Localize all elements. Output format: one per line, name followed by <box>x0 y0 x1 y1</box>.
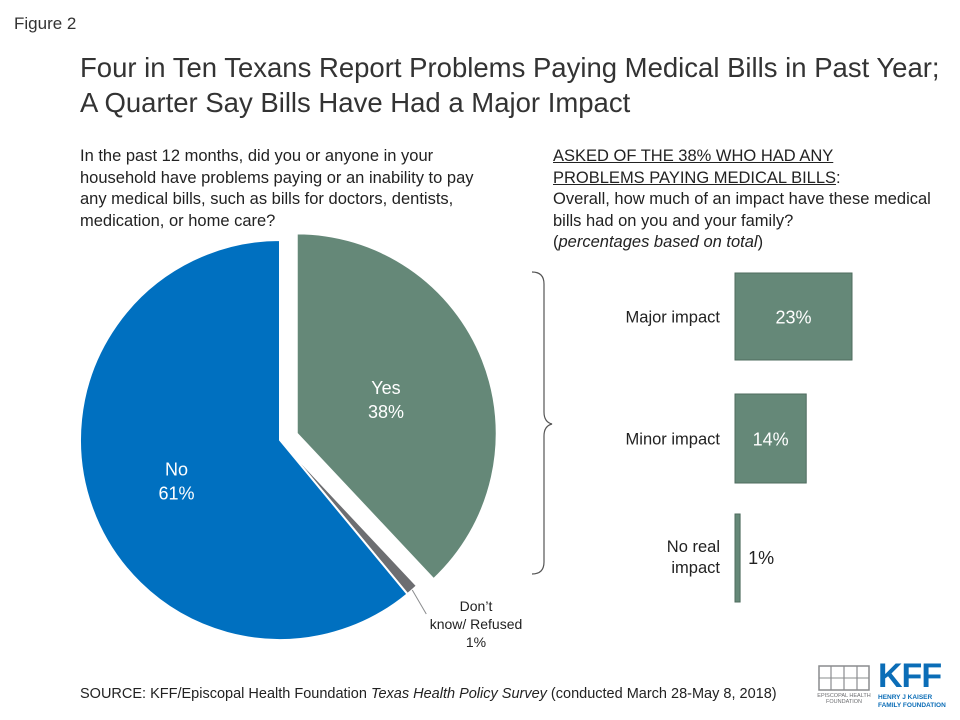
kff-logo-wordmark: KFF <box>878 657 942 695</box>
subgroup-heading-line1: ASKED OF THE 38% WHO HAD ANY <box>553 147 834 165</box>
pie-value-yes: 38% <box>368 402 404 422</box>
source-note: SOURCE: KFF/Episcopal Health Foundation … <box>80 686 777 702</box>
bar-question-text: ASKED OF THE 38% WHO HAD ANY PROBLEMS PA… <box>553 146 933 254</box>
bar-0 <box>734 272 853 361</box>
ehf-logo: EPISCOPAL HEALTH FOUNDATION <box>817 663 871 712</box>
kff-logo-sub-1: HENRY J KAISER <box>878 694 933 701</box>
figure-label: Figure 2 <box>14 14 77 33</box>
bar-value-label-1: 14% <box>753 430 789 450</box>
pie-value-dont-know: 1% <box>466 634 486 650</box>
pie-label-no: No <box>165 459 188 479</box>
source-survey-name: Texas Health Policy Survey <box>370 686 547 702</box>
impact-question-body: Overall, how much of an impact have thes… <box>553 190 931 230</box>
percentages-note: percentages based on total <box>558 233 758 251</box>
kff-logo-sub-2: FAMILY FOUNDATION <box>878 701 946 709</box>
subgroup-bracket <box>531 271 553 575</box>
pie-value-no: 61% <box>158 483 194 503</box>
note-open: ( <box>553 233 559 251</box>
pie-label-dont-know-line1: Don’t <box>460 598 493 614</box>
pie-slice-no <box>79 238 409 641</box>
bar-category-label-1: Minor impact <box>626 431 721 449</box>
bar-value-label-2: 1% <box>748 548 774 568</box>
kff-logo: KFF HENRY J KAISER FAMILY FOUNDATION <box>878 657 956 709</box>
pie-question-text: In the past 12 months, did you or anyone… <box>80 147 474 230</box>
subgroup-heading-colon: : <box>836 168 841 187</box>
bar-category-label-2-line1: No real <box>667 538 720 556</box>
subgroup-heading-line2: PROBLEMS PAYING MEDICAL BILLS <box>553 168 837 187</box>
bar-1 <box>734 393 807 484</box>
bar-value-label-0: 23% <box>775 308 811 328</box>
ehf-logo-text-1: EPISCOPAL HEALTH <box>817 693 871 699</box>
pie-label-dont-know-line2: know/ Refused <box>430 616 523 632</box>
source-prefix: SOURCE: KFF/Episcopal Health Foundation <box>80 686 371 702</box>
bar-category-label-0: Major impact <box>626 309 721 327</box>
chart-title: Four in Ten Texans Report Problems Payin… <box>80 52 940 118</box>
note-close: ) <box>757 233 764 251</box>
pie-leader-line <box>411 589 427 615</box>
pie-label-yes: Yes <box>371 378 400 398</box>
bar-2 <box>734 513 741 603</box>
ehf-logo-text-2: FOUNDATION <box>826 699 862 705</box>
bar-category-label-2-line2: impact <box>671 559 720 577</box>
ehf-logo-mark <box>818 665 870 691</box>
pie-slice-yes <box>295 232 498 581</box>
source-suffix: (conducted March 28-May 8, 2018) <box>546 686 777 702</box>
